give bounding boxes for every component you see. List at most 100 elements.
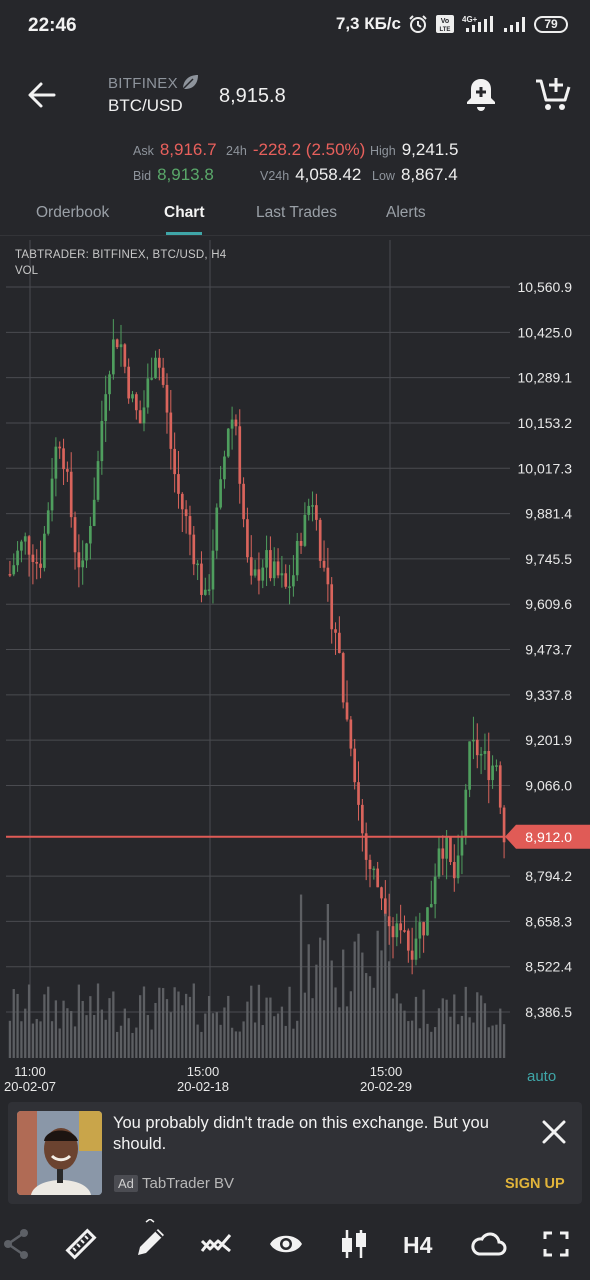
tab-orderbook[interactable]: Orderbook [36,204,110,221]
add-alert-bell-icon[interactable] [464,76,498,112]
candle-body [330,584,334,630]
candle-body [154,357,157,379]
candle-body [307,505,311,515]
candle-body [361,804,364,834]
volume-bar [93,1015,96,1058]
volume-bar [491,1025,494,1058]
candle-body [345,702,349,720]
candle-body [196,563,199,566]
candle-body [456,855,460,879]
volume-bar [395,993,398,1058]
candle-body [368,859,372,870]
x-tick-date: 20-02-29 [360,1079,412,1094]
volume-bar [391,998,395,1058]
volume-bar [154,1002,157,1058]
volume-bar [276,1013,280,1058]
candles-icon[interactable] [339,1227,369,1261]
ask-bid-block: Ask 8,916.7 Bid 8,913.8 [133,140,217,185]
candle-body [69,471,73,518]
candle-body [288,586,291,588]
volume-bar [353,941,356,1058]
tab-alerts[interactable]: Alerts [386,204,426,221]
change-label: 24h [226,144,247,158]
candlestick-chart[interactable]: 10,560.9 10,425.0 10,289.1 10,153.2 10,017.3… [0,238,590,1100]
volume-bar [414,996,418,1058]
volume-bar [441,998,444,1058]
volume-bar [483,1003,487,1058]
candle-body [188,516,192,535]
ad-banner[interactable]: You probably didn't trade on this exchan… [8,1102,582,1204]
volume-bar [303,992,307,1058]
volume-bar [322,940,326,1058]
volume-label: V24h [260,169,290,183]
share-icon[interactable] [2,1227,32,1261]
candle-body [376,868,380,888]
candle-body [230,419,234,429]
volume-bar [50,1021,54,1058]
candle-body [498,765,502,808]
candle-body [437,848,441,877]
x-tick-time: 11:00 [14,1064,46,1079]
back-arrow-icon[interactable] [26,80,58,110]
volume-bar [96,983,100,1058]
tab-last-trades[interactable]: Last Trades [256,204,337,221]
ad-image [17,1111,102,1195]
add-to-cart-icon[interactable] [534,76,572,112]
candle-body [253,569,257,576]
volume-bar [261,1025,264,1058]
volume-bar [315,964,318,1058]
volume-bar [292,1028,295,1058]
price-chart[interactable]: 10,560.9 10,425.0 10,289.1 10,153.2 10,017.3… [0,238,590,1100]
volume-bar [307,944,310,1058]
high-label: High [370,144,396,158]
volume-bar [16,993,19,1058]
volume-bar [188,996,192,1058]
auto-scale-button[interactable]: auto [527,1068,557,1085]
volume-bar [131,1032,134,1058]
volume-bar [472,1022,475,1058]
candle-body [276,561,280,576]
svg-text:Vo: Vo [441,18,449,25]
volume-bar [376,930,379,1058]
tab-chart[interactable]: Chart [164,204,205,221]
candle-body [161,367,165,385]
ruler-icon[interactable] [64,1227,98,1261]
volume-bar [230,1027,234,1058]
y-tick-label: 8,522.4 [525,959,572,975]
candle-body [246,519,249,558]
draw-pen-icon[interactable] [132,1219,168,1261]
cloud-icon[interactable] [469,1227,507,1261]
sign-up-button[interactable]: SIGN UP [505,1176,565,1192]
volume-bar [399,1003,402,1058]
volume-bar [479,995,483,1058]
candle-body [326,567,330,585]
fullscreen-icon[interactable] [542,1227,570,1261]
volume-bar [158,987,161,1058]
volume-label: VOL [15,265,39,277]
volume-bar [330,960,333,1058]
candle-body [43,533,46,568]
candle-body [23,536,27,542]
volume-bar [453,994,456,1058]
timeframe-button[interactable]: H4 [403,1232,433,1258]
ad-text: You probably didn't trade on this exchan… [113,1114,489,1153]
volume-bar [204,1013,207,1058]
volume-bar [269,997,272,1058]
y-tick-label: 10,425.0 [518,324,573,340]
high-value: 9,241.5 [401,140,459,159]
candle-body [62,448,65,470]
candle-body [341,653,345,703]
market-header: BITFINEX BTC/USD 8,915.8 [0,52,590,192]
indicators-icon[interactable] [200,1227,234,1261]
net-speed: 7,3 КБ/с [335,14,401,33]
candle-body [104,394,108,422]
close-icon[interactable] [540,1118,568,1146]
y-tick-label: 9,066.0 [525,777,572,793]
eye-icon[interactable] [268,1227,304,1261]
candle-body [192,534,196,565]
volume-bar [265,997,268,1058]
candle-body [414,938,418,960]
candle-body [364,833,368,860]
volume-bar [464,986,467,1058]
volume-bar [196,1024,199,1058]
